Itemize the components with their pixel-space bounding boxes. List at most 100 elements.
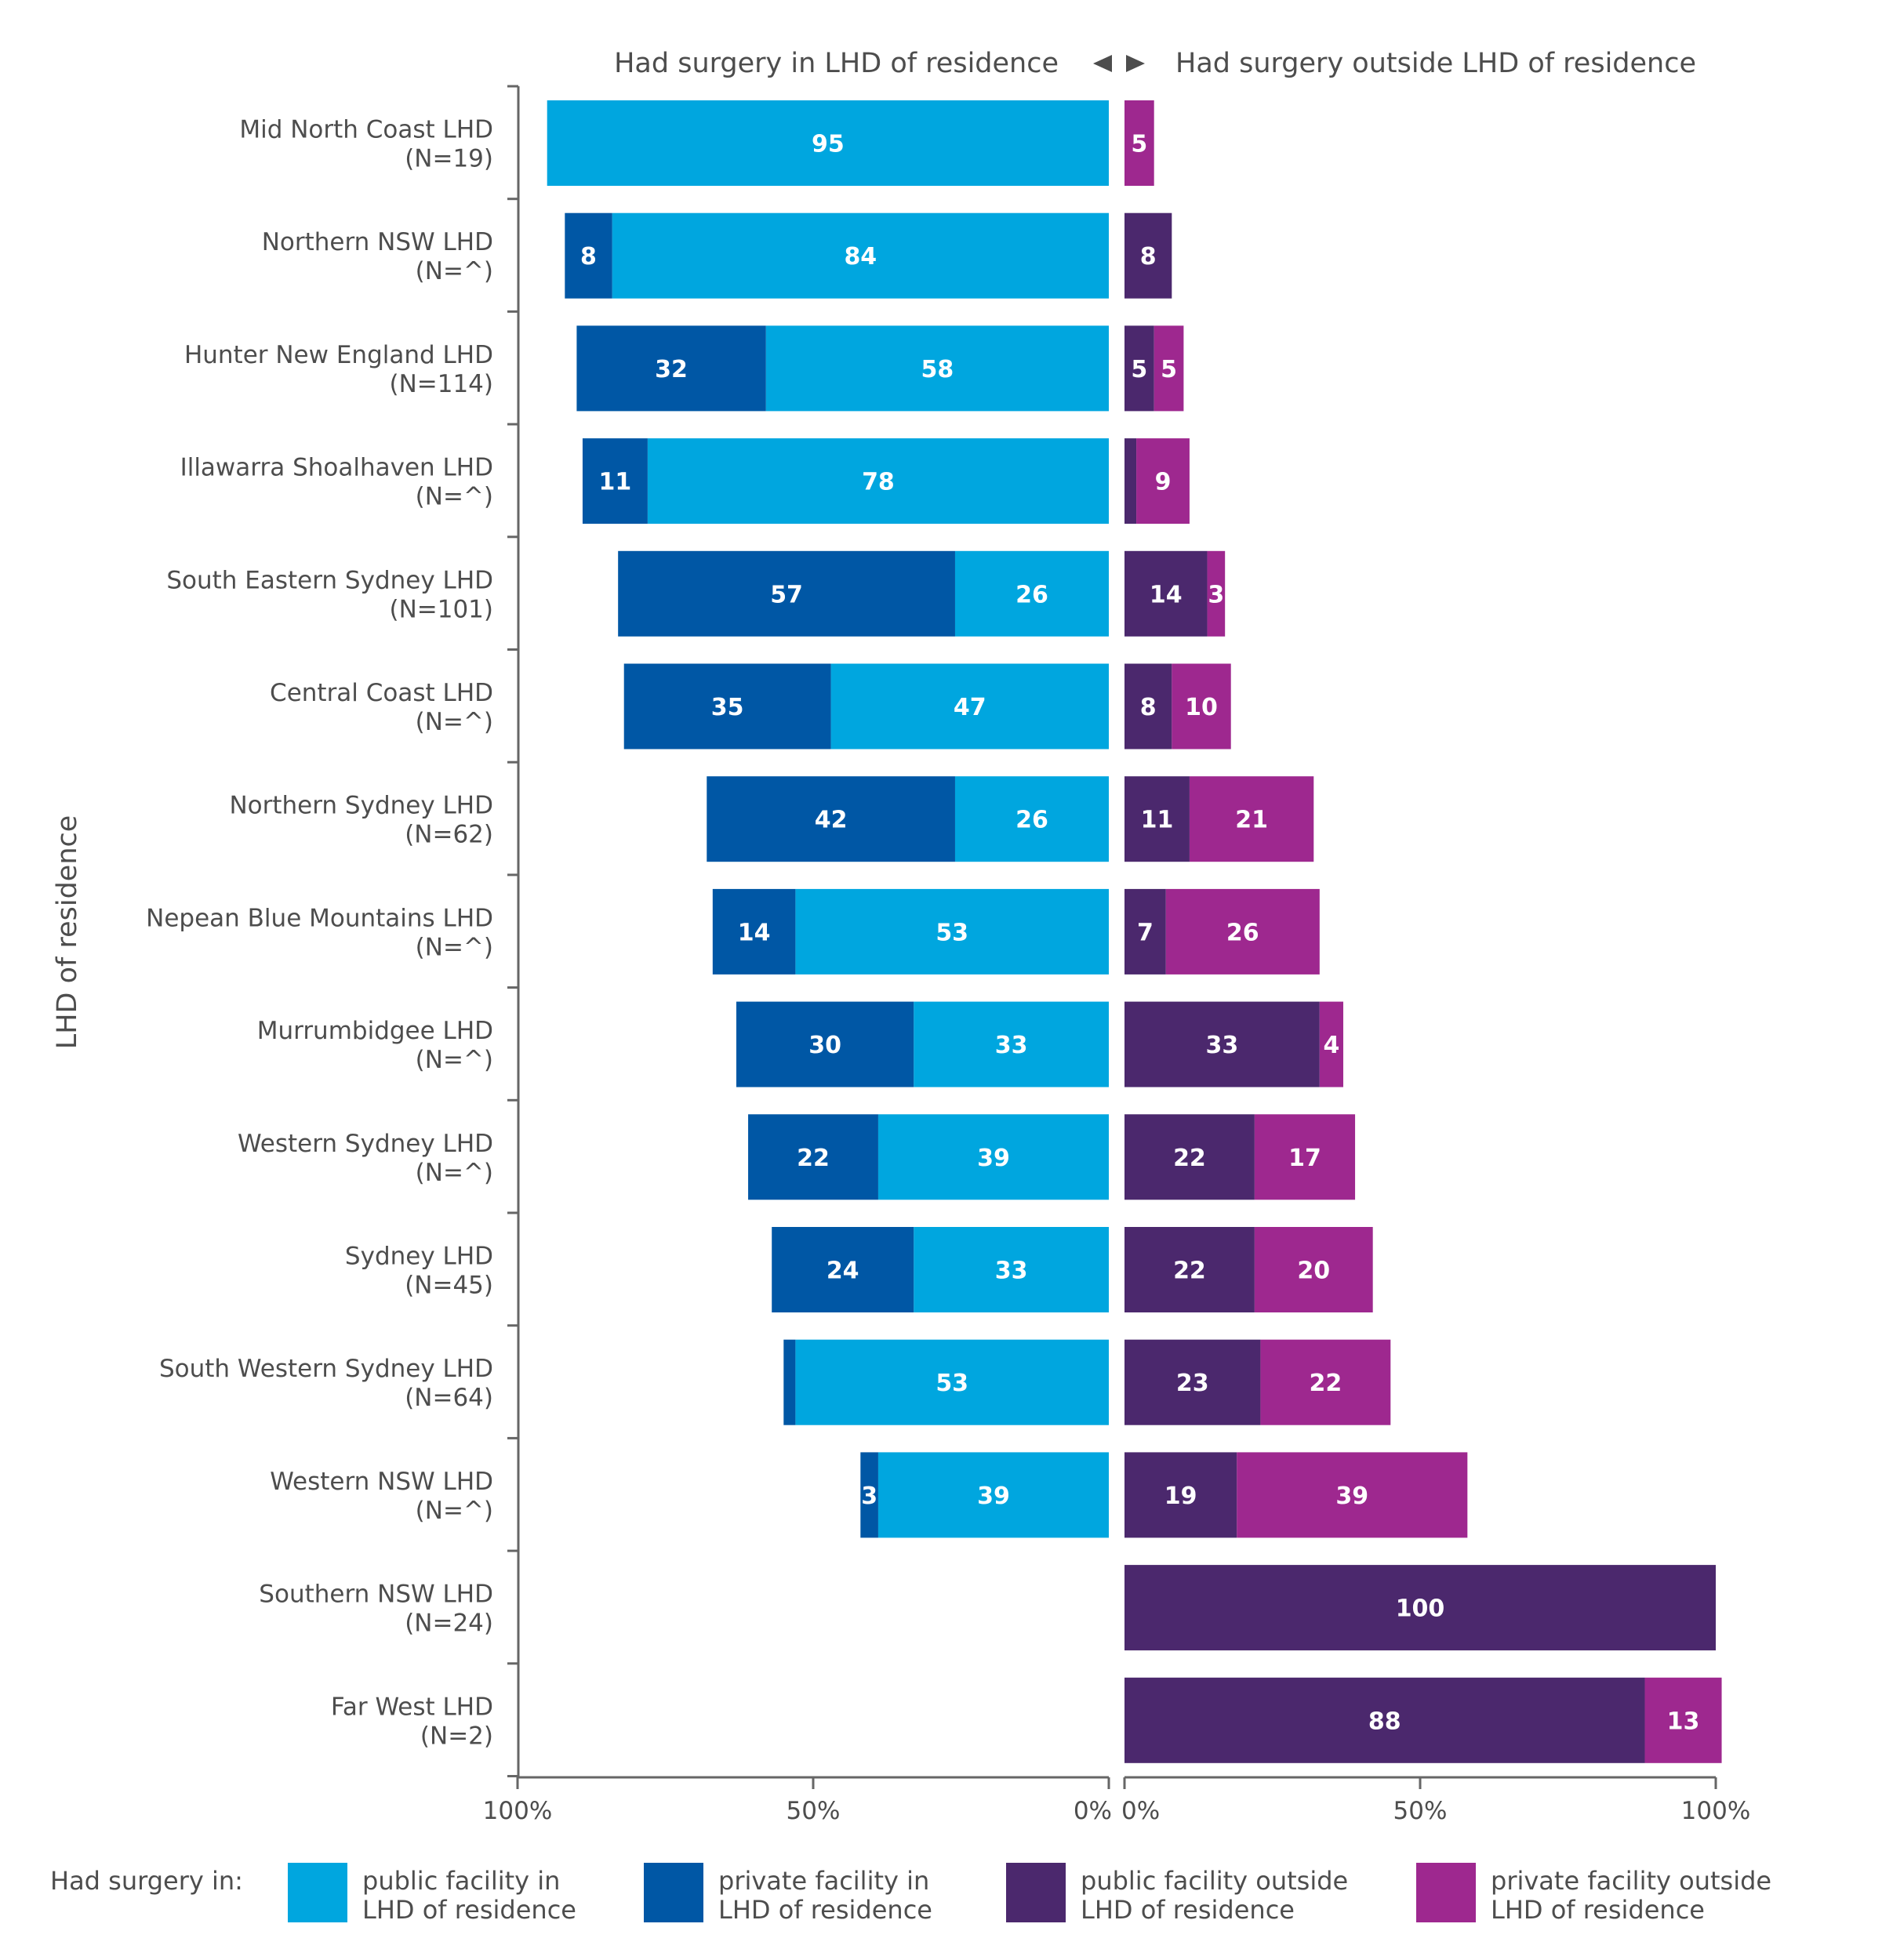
bar-segment: [1172, 663, 1231, 750]
category-label: Western NSW LHD: [270, 1468, 493, 1496]
bar-segment: [1124, 1339, 1261, 1425]
bar-segment: [712, 888, 796, 975]
row-hunter-new-england-lhd: Hunter New England LHD(N=114) 58 32 5 5: [184, 325, 1184, 412]
data-label: 4: [1323, 1032, 1339, 1059]
bar-segment: [1165, 888, 1320, 975]
legend-swatch: [644, 1863, 703, 1922]
data-label: 53: [936, 1370, 968, 1397]
data-label: 26: [1226, 919, 1259, 946]
bar-segment: [1124, 776, 1190, 862]
category-label: Western Sydney LHD: [238, 1130, 493, 1158]
bar-segment: [576, 325, 766, 412]
category-n-label: (N=^): [416, 933, 493, 961]
bar-segment: [1207, 550, 1226, 637]
bar-segment: [623, 663, 831, 750]
category-n-label: (N=^): [416, 1159, 493, 1187]
bar-segment: [1260, 1339, 1391, 1425]
bar-segment: [647, 438, 1109, 524]
category-n-label: (N=2): [420, 1722, 493, 1750]
category-n-label: (N=101): [389, 595, 493, 623]
data-label: 39: [977, 1483, 1010, 1510]
data-label: 22: [1173, 1145, 1206, 1172]
bar-segment: [1254, 1114, 1356, 1200]
bar-segment: [914, 1001, 1109, 1087]
row-central-coast-lhd: Central Coast LHD(N=^) 47 35 8 10: [270, 663, 1231, 750]
data-label: 88: [1368, 1708, 1401, 1735]
data-label: 22: [1173, 1258, 1206, 1285]
data-label: 11: [1141, 807, 1174, 834]
bar-segment: [954, 550, 1109, 637]
bar-segment: [795, 1339, 1109, 1425]
category-n-label: (N=62): [405, 821, 493, 849]
legend-label: private facility outside: [1491, 1866, 1771, 1896]
data-label: 21: [1235, 807, 1268, 834]
category-label: Central Coast LHD: [270, 679, 493, 707]
bar-segment: [1124, 1452, 1237, 1538]
bar-segment: [765, 325, 1109, 412]
data-label: 14: [738, 919, 771, 946]
data-label: 26: [1015, 807, 1048, 834]
x-tick-label: 0%: [1074, 1797, 1112, 1825]
category-n-label: (N=^): [416, 1046, 493, 1074]
bar-segment: [748, 1114, 878, 1200]
x-tick-label: 0%: [1121, 1797, 1160, 1825]
data-label: 3: [861, 1483, 877, 1510]
category-label: Far West LHD: [331, 1693, 493, 1721]
bar-segment: [1124, 550, 1208, 637]
row-south-western-sydney-lhd: South Western Sydney LHD(N=64) 53 23 22: [159, 1339, 1391, 1425]
category-n-label: (N=^): [416, 708, 493, 736]
bar-segment: [1237, 1452, 1468, 1538]
data-label: 47: [954, 694, 986, 721]
bar-segment: [795, 888, 1109, 975]
category-label: Murrumbidgee LHD: [257, 1017, 493, 1045]
category-label: Northern Sydney LHD: [229, 792, 493, 820]
bar-segment: [1254, 1227, 1373, 1312]
data-label: 33: [995, 1032, 1028, 1059]
data-label: 3: [1208, 581, 1224, 608]
y-axis-label: LHD of residence: [52, 815, 83, 1050]
right-heading: Had surgery outside LHD of residence: [1175, 48, 1696, 79]
arrow-right-icon: [1126, 55, 1145, 72]
legend-title: Had surgery in:: [50, 1866, 243, 1896]
bar-segment: [1124, 1677, 1645, 1763]
category-n-label: (N=^): [416, 483, 493, 511]
data-label: 32: [655, 356, 688, 383]
row-mid-north-coast-lhd: Mid North Coast LHD(N=19) 95 5: [239, 100, 1154, 186]
bar-segment: [1124, 888, 1166, 975]
data-label: 22: [797, 1145, 830, 1172]
data-label: 39: [977, 1145, 1010, 1172]
category-label: Hunter New England LHD: [184, 341, 493, 369]
data-label: 14: [1150, 581, 1183, 608]
bar-segment: [772, 1227, 914, 1312]
bar-segment: [1319, 1001, 1343, 1087]
legend-label: LHD of residence: [362, 1895, 576, 1925]
data-label: 5: [1131, 131, 1147, 158]
x-tick-label: 100%: [1681, 1797, 1751, 1825]
data-label: 7: [1137, 919, 1154, 946]
bar-segment: [547, 100, 1109, 186]
bar-segment: [736, 1001, 914, 1087]
bar-segment: [1124, 325, 1154, 412]
data-label: 23: [1176, 1370, 1209, 1397]
row-northern-sydney-lhd: Northern Sydney LHD(N=62) 26 42 11 21: [229, 776, 1314, 862]
data-label: 8: [1140, 694, 1157, 721]
category-n-label: (N=64): [405, 1384, 493, 1412]
row-northern-nsw-lhd: Northern NSW LHD(N=^) 84 8 8: [262, 212, 1172, 299]
data-label: 22: [1309, 1370, 1342, 1397]
data-label: 9: [1155, 469, 1172, 496]
category-label: Southern NSW LHD: [259, 1581, 493, 1609]
category-label: Illawarra Shoalhaven LHD: [180, 454, 493, 482]
bar-segment: [1124, 438, 1137, 524]
data-label: 20: [1297, 1258, 1330, 1285]
row-south-eastern-sydney-lhd: South Eastern Sydney LHD(N=101) 26 57 14 3: [166, 550, 1226, 637]
bar-segment: [860, 1452, 878, 1538]
data-label: 39: [1335, 1483, 1368, 1510]
row-western-sydney-lhd: Western Sydney LHD(N=^) 39 22 22 17: [238, 1114, 1356, 1200]
category-n-label: (N=24): [405, 1610, 493, 1638]
bar-segment: [707, 776, 955, 862]
bar-segment: [830, 663, 1109, 750]
